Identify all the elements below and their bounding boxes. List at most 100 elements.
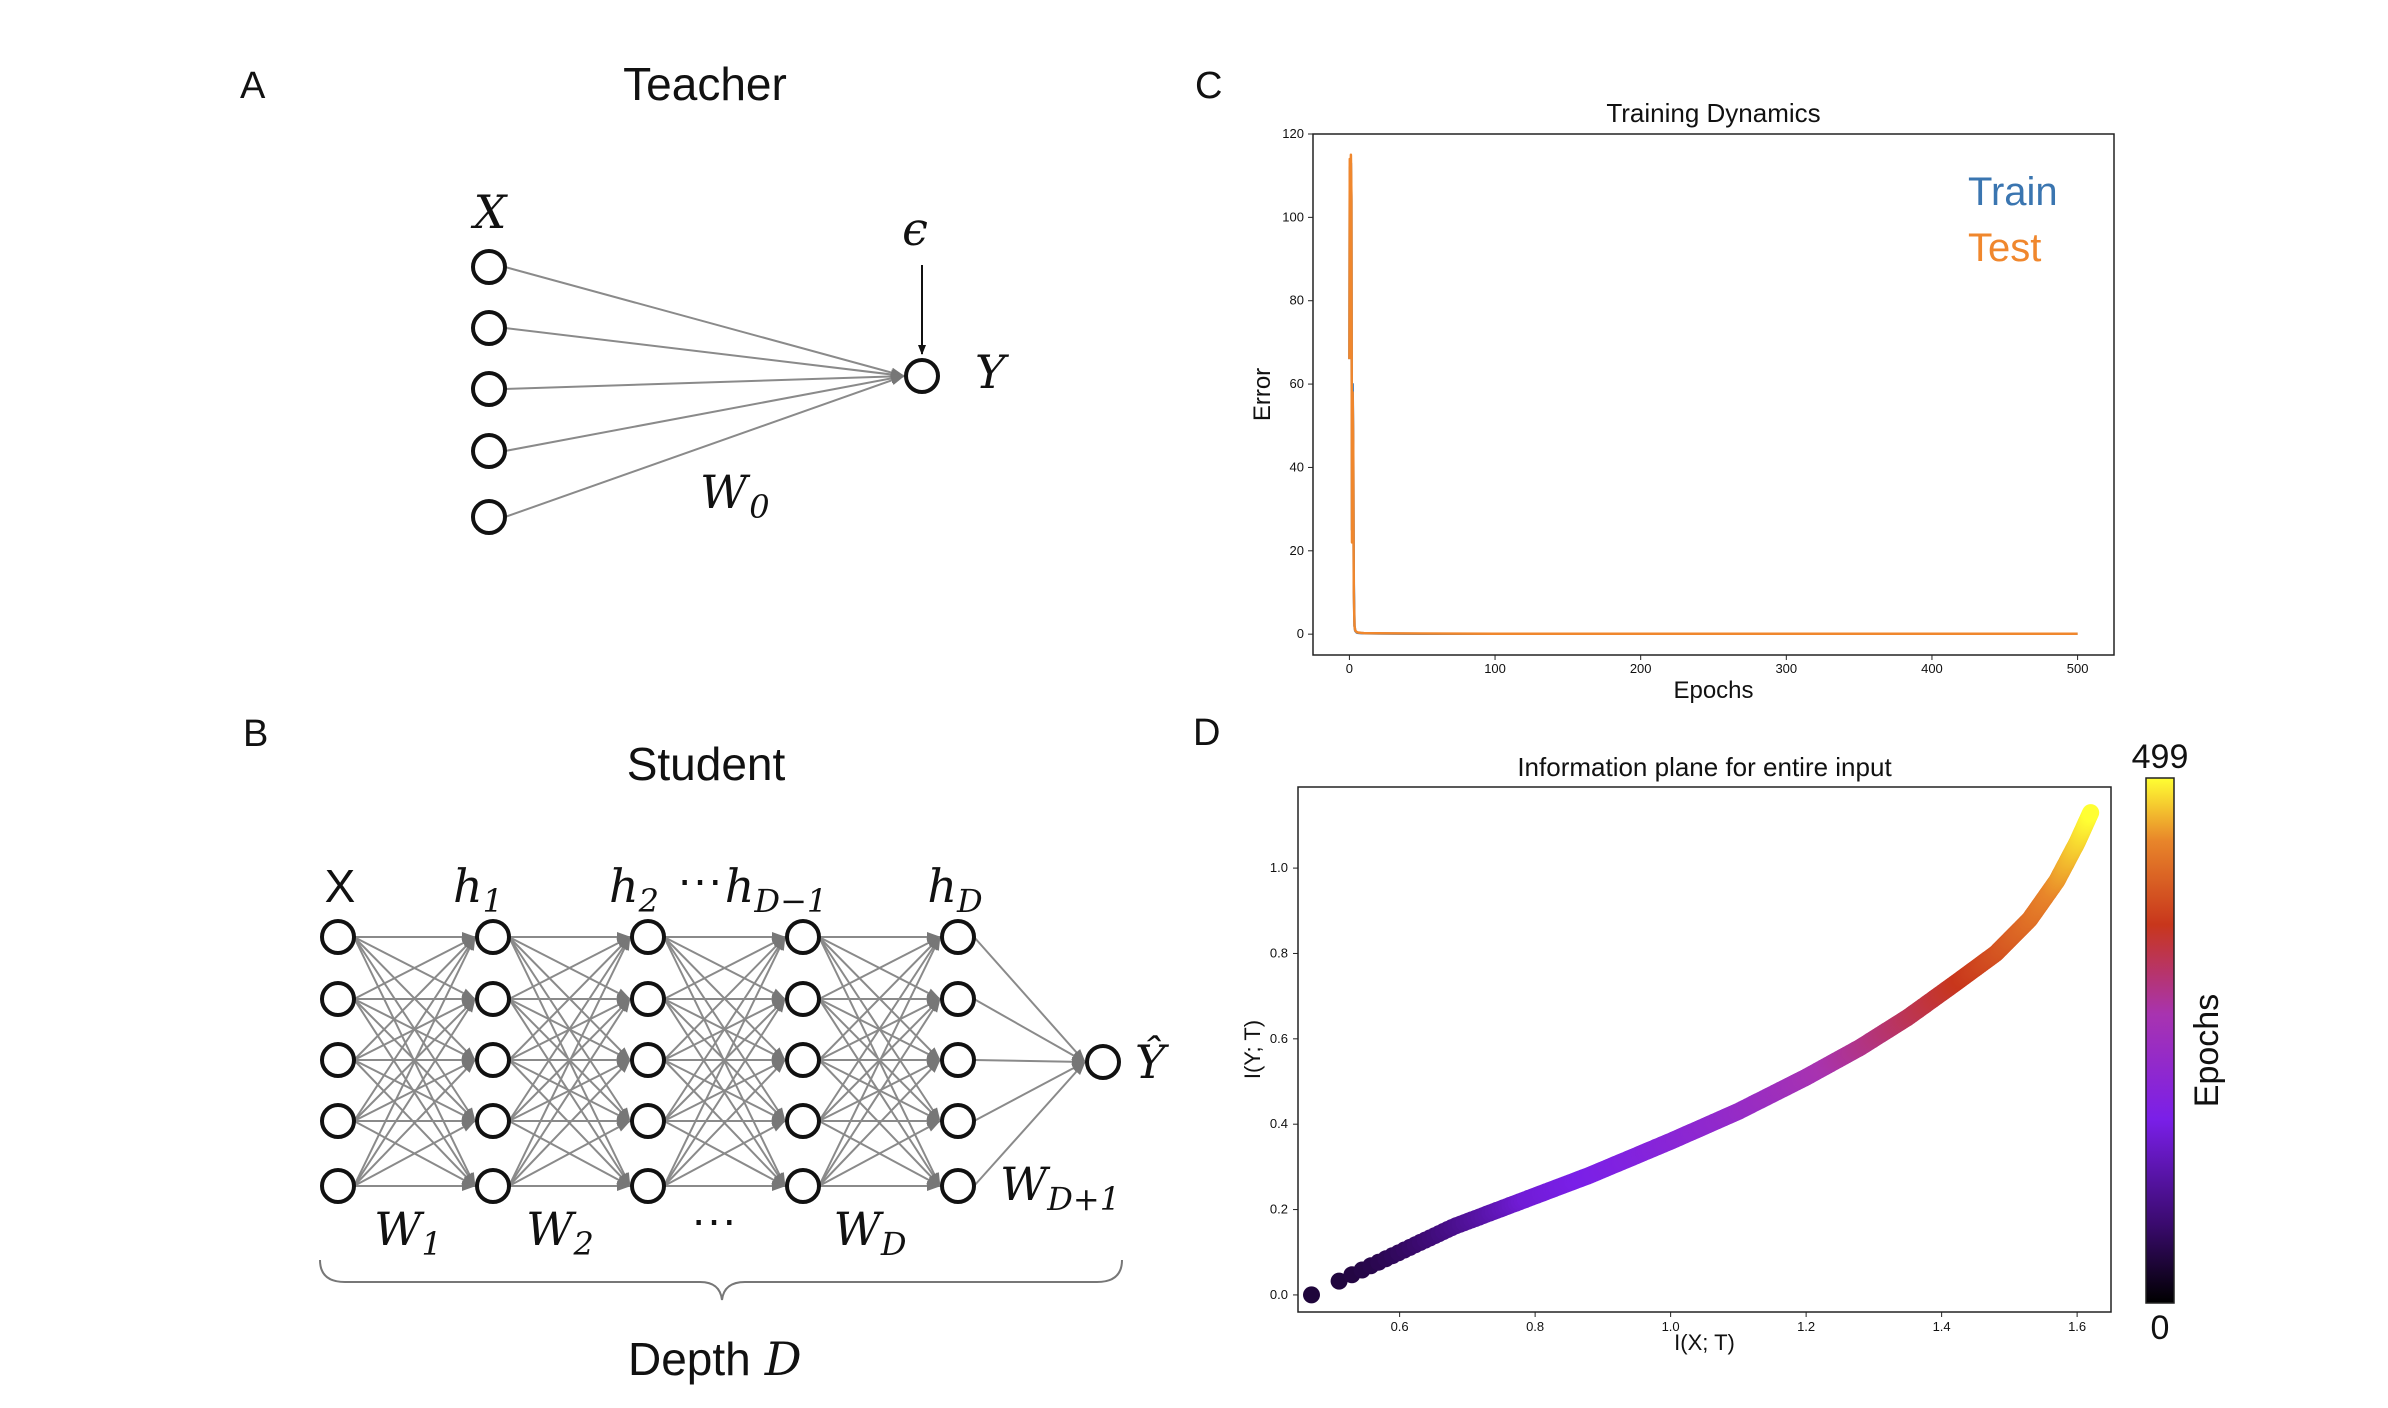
depth-brace [319, 1259, 1123, 1301]
student-edge [508, 936, 631, 1000]
student-output-edge [973, 1056, 1086, 1067]
student-edge [818, 1059, 941, 1122]
student-edge [663, 936, 786, 1000]
colorbar-max-label: 499 [2132, 738, 2189, 776]
teacher-network [471, 249, 940, 535]
student-edge [663, 936, 786, 1122]
x-tick-label: 1.4 [1933, 1319, 1951, 1334]
colorbar [2145, 777, 2175, 1304]
student-edge [508, 998, 631, 1187]
panel-d: D Information plane for entire input I(X;… [1193, 712, 2226, 1355]
panel-a: A Teacher X ϵ Y W0 [240, 58, 1010, 535]
student-edge [663, 1059, 786, 1187]
student-node [475, 981, 511, 1017]
teacher-input-node [471, 371, 507, 407]
student-node [320, 919, 356, 955]
student-edge [663, 936, 786, 1187]
student-edge [818, 1059, 941, 1187]
x-tick-label: 400 [1921, 661, 1943, 676]
x-tick-label: 100 [1484, 661, 1506, 676]
student-node [320, 1103, 356, 1139]
student-node [630, 1103, 666, 1139]
student-edge [818, 936, 941, 1000]
student-node [785, 919, 821, 955]
student-edge [508, 936, 631, 1061]
teacher-title: Teacher [623, 58, 787, 110]
series-line-test [1348, 153, 2078, 635]
legend-entry-test: Test [1968, 226, 2041, 270]
y-axis-label: Error [1249, 368, 1276, 421]
student-edge [818, 1120, 941, 1187]
student-weight-label: WD [834, 1202, 907, 1263]
legend-entry-train: Train [1968, 170, 2058, 214]
student-weight-label: ··· [691, 1193, 737, 1245]
student-node [630, 981, 666, 1017]
x-axis-label: Epochs [1673, 677, 1753, 704]
student-node [785, 981, 821, 1017]
student-output-edge [973, 936, 1086, 1063]
x-tick-label: 1.2 [1797, 1319, 1815, 1334]
student-edge [508, 936, 631, 1122]
student-edge [508, 1059, 631, 1122]
x-tick-label: 500 [2067, 661, 2089, 676]
x-tick-label: 1.0 [1662, 1319, 1680, 1334]
student-output-label: Ŷ [1135, 1034, 1170, 1089]
student-node [320, 1168, 356, 1204]
student-edge [353, 936, 476, 1187]
panel-letter-d: D [1193, 712, 1220, 754]
epoch-point [1303, 1286, 1320, 1304]
student-node [475, 1103, 511, 1139]
student-layer-label: X [325, 860, 356, 912]
y-tick-label: 0.4 [1270, 1116, 1288, 1131]
x-tick-label: 200 [1630, 661, 1652, 676]
chart-title: Training Dynamics [1606, 98, 1820, 128]
student-edge [353, 998, 476, 1187]
student-node [940, 1103, 976, 1139]
y-tick-label: 0 [1297, 626, 1304, 641]
student-node [475, 1168, 511, 1204]
student-edge [353, 936, 476, 1061]
y-tick-label: 40 [1290, 459, 1304, 474]
student-edge [663, 1059, 786, 1122]
student-node [785, 1042, 821, 1078]
x-tick-label: 0 [1346, 661, 1353, 676]
student-output-edge [973, 998, 1086, 1063]
student-edge [508, 1120, 631, 1187]
epoch-point [1330, 1272, 1348, 1290]
student-edge [353, 1120, 476, 1187]
y-tick-label: 0.0 [1270, 1287, 1288, 1302]
x-tick-label: 300 [1775, 661, 1797, 676]
student-weight-label: WD+1 [1000, 1157, 1120, 1218]
student-node [940, 981, 976, 1017]
chart-title: Information plane for entire input [1517, 752, 1892, 782]
y-tick-label: 20 [1290, 543, 1304, 558]
student-node [785, 1168, 821, 1204]
student-edge [663, 936, 786, 1061]
x-axis-label: I(X; T) [1674, 1330, 1735, 1355]
student-edge [353, 936, 476, 1122]
student-edge [508, 1059, 631, 1187]
student-layer-label: hD [927, 859, 982, 920]
panel-letter-a: A [240, 65, 266, 107]
depth-label: Depth D [628, 1332, 802, 1386]
teacher-output-label: Y [975, 345, 1010, 399]
student-edge [818, 936, 941, 1061]
student-edge [818, 936, 941, 1187]
student-node [785, 1103, 821, 1139]
student-edge [818, 998, 941, 1187]
teacher-weight-label: W0 [700, 465, 770, 526]
plot-frame [1297, 786, 2112, 1313]
teacher-input-node [471, 433, 507, 469]
y-tick-label: 0.8 [1270, 945, 1288, 960]
student-edge [663, 998, 786, 1187]
student-edge [353, 1059, 476, 1122]
student-weight-label: W1 [374, 1202, 442, 1263]
teacher-input-label: X [471, 185, 509, 239]
student-node [320, 1042, 356, 1078]
student-edge [353, 1059, 476, 1187]
teacher-edge [504, 371, 905, 390]
teacher-input-node [471, 499, 507, 535]
